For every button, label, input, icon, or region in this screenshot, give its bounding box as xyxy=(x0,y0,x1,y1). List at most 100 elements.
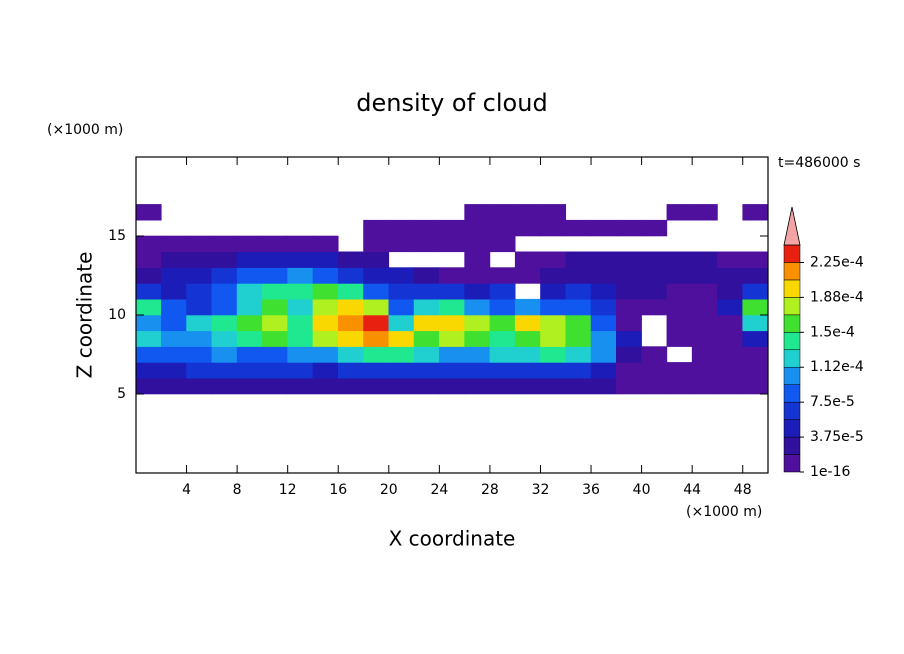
contour-cell xyxy=(565,219,592,237)
contour-cell xyxy=(464,346,491,363)
colorbar-segment xyxy=(783,279,801,298)
contour-cell xyxy=(565,283,592,300)
contour-cell xyxy=(691,267,718,284)
contour-cell xyxy=(691,283,718,300)
contour-cell xyxy=(413,346,440,363)
contour-cell xyxy=(489,346,516,363)
contour-cell xyxy=(691,204,718,221)
contour-cell xyxy=(312,330,339,347)
contour-cell xyxy=(540,346,567,363)
contour-cell xyxy=(388,330,415,347)
colorbar-tick-label: 2.25e-4 xyxy=(810,254,864,270)
contour-cell xyxy=(413,314,440,332)
contour-cell xyxy=(540,283,567,300)
y-tick-label: 15 xyxy=(108,228,126,244)
contour-cell xyxy=(489,204,516,221)
contour-cell xyxy=(388,377,415,395)
contour-cell xyxy=(616,267,642,284)
contour-cell xyxy=(616,346,642,363)
contour-cell xyxy=(236,235,263,253)
contour-cell xyxy=(489,330,516,347)
contour-cell xyxy=(211,298,238,316)
contour-cell xyxy=(691,251,718,268)
x-tick-label: 36 xyxy=(582,482,600,498)
contour-cell xyxy=(236,314,263,332)
colorbar-segment xyxy=(783,384,801,403)
contour-cell xyxy=(363,346,390,363)
contour-cell xyxy=(489,283,516,300)
contour-cell xyxy=(489,235,516,253)
contour-cell xyxy=(489,298,516,316)
contour-cell xyxy=(262,314,288,332)
contour-cell xyxy=(236,298,263,316)
contour-cell xyxy=(160,346,187,363)
contour-cell xyxy=(514,362,541,379)
contour-cell xyxy=(363,267,390,284)
contour-cell xyxy=(236,377,263,395)
contour-cell xyxy=(236,330,263,347)
contour-cell xyxy=(211,330,238,347)
contour-cell xyxy=(641,251,668,268)
contour-cell xyxy=(691,362,718,379)
colorbar-tick-label: 1e-16 xyxy=(810,464,850,480)
contour-cell xyxy=(464,330,491,347)
contour-cell xyxy=(439,267,465,284)
contour-cell xyxy=(616,298,642,316)
contour-cell xyxy=(666,251,693,268)
contour-cell xyxy=(641,267,668,284)
contour-cell xyxy=(666,204,693,221)
contour-cell xyxy=(641,298,668,316)
contour-cell xyxy=(135,267,162,284)
contour-cell xyxy=(717,377,744,395)
contour-cell xyxy=(514,346,541,363)
contour-cell xyxy=(337,377,364,395)
contour-cell xyxy=(262,377,288,395)
colorbar-segment xyxy=(783,314,801,333)
colorbar-tick-label: 1.88e-4 xyxy=(810,289,864,305)
contour-cell xyxy=(287,298,314,316)
contour-cell xyxy=(641,377,668,395)
contour-cell xyxy=(565,251,592,268)
contour-cell xyxy=(439,283,465,300)
contour-cell xyxy=(717,330,744,347)
contour-cell xyxy=(540,298,567,316)
contour-cell xyxy=(514,377,541,395)
contour-cell xyxy=(590,251,617,268)
contour-cell xyxy=(211,251,238,268)
contour-cell xyxy=(666,314,693,332)
contour-cell xyxy=(363,330,390,347)
contour-cell xyxy=(565,346,592,363)
colorbar-extension xyxy=(783,206,801,246)
contour-cell xyxy=(413,377,440,395)
contour-cell xyxy=(616,251,642,268)
x-tick-label: 44 xyxy=(683,482,701,498)
contour-cell xyxy=(388,346,415,363)
contour-cell xyxy=(489,219,516,237)
x-tick-label: 20 xyxy=(380,482,398,498)
contour-cell xyxy=(388,283,415,300)
contour-cell xyxy=(363,283,390,300)
contour-cell xyxy=(717,251,744,268)
contour-cell xyxy=(691,330,718,347)
contour-cell xyxy=(262,330,288,347)
contour-cell xyxy=(489,362,516,379)
contour-cell xyxy=(211,267,238,284)
contour-cell xyxy=(337,362,364,379)
colorbar-segment xyxy=(783,436,801,455)
x-tick-label: 12 xyxy=(279,482,297,498)
contour-cell xyxy=(312,377,339,395)
contour-cell xyxy=(439,298,465,316)
contour-cell xyxy=(135,251,162,268)
contour-cell xyxy=(287,330,314,347)
contour-cell xyxy=(211,362,238,379)
contour-cell xyxy=(590,377,617,395)
contour-cell xyxy=(540,330,567,347)
contour-cell xyxy=(186,267,213,284)
contour-cell xyxy=(717,267,744,284)
contour-cell xyxy=(312,298,339,316)
contour-cell xyxy=(565,377,592,395)
contour-cell xyxy=(439,314,465,332)
contour-cell xyxy=(287,362,314,379)
contour-cell xyxy=(287,377,314,395)
